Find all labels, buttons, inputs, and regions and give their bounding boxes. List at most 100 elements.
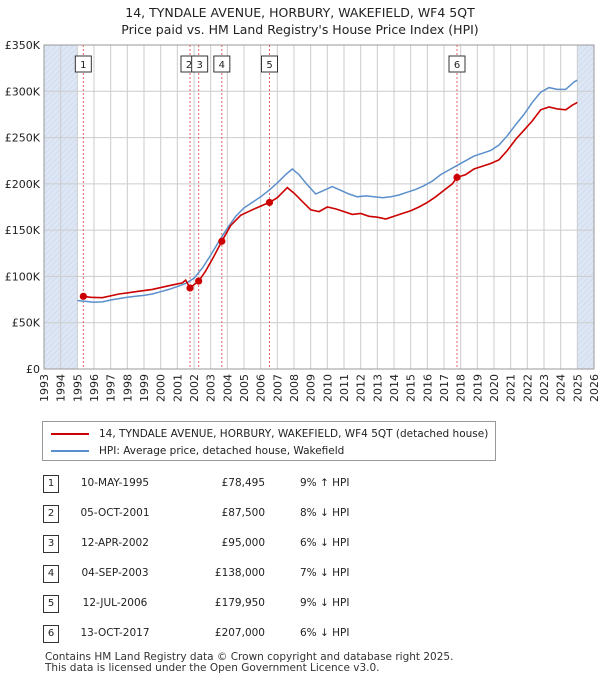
row-price: £179,950 — [214, 597, 265, 609]
transaction-lines — [82, 45, 458, 369]
row-number-badge: 3 — [43, 535, 59, 553]
x-tick-label: 1996 — [88, 374, 101, 402]
row-hpi-diff: 8% ↓ HPI — [300, 507, 350, 519]
row-date: 12-APR-2002 — [81, 537, 149, 549]
transaction-point-5 — [265, 198, 274, 207]
table-row: 2 05-OCT-2001 £87,500 8% ↓ HPI — [0, 505, 600, 525]
x-tick-label: 2018 — [455, 374, 468, 402]
x-tick-label: 2004 — [221, 374, 234, 402]
row-number-badge: 5 — [43, 595, 59, 613]
row-date: 04-SEP-2003 — [81, 567, 149, 579]
axis-labels: £0 £50K £100K £150K £200K £250K £300K £350K 1993… — [5, 39, 600, 402]
x-tick-label: 2016 — [421, 374, 434, 402]
transaction-label-3: 3 — [196, 60, 202, 71]
shade-after-data — [577, 45, 594, 369]
transaction-label-box-1 — [74, 55, 92, 73]
legend-swatch-property — [51, 433, 89, 435]
y-tick-label: £350K — [5, 39, 41, 52]
row-price: £207,000 — [214, 627, 265, 639]
x-tick-label: 2002 — [188, 374, 201, 402]
x-tick-label: 2024 — [555, 374, 568, 402]
y-tick-label: £200K — [5, 178, 41, 191]
x-tick-label: 2026 — [588, 374, 600, 402]
table-row: 4 04-SEP-2003 £138,000 7% ↓ HPI — [0, 565, 600, 585]
table-row: 3 12-APR-2002 £95,000 6% ↓ HPI — [0, 535, 600, 555]
x-tick-label: 2001 — [171, 374, 184, 402]
row-date: 12-JUL-2006 — [82, 597, 148, 609]
legend: 14, TYNDALE AVENUE, HORBURY, WAKEFIELD, … — [42, 421, 496, 461]
y-tick-label: £250K — [5, 132, 41, 145]
row-date: 05-OCT-2001 — [80, 507, 150, 519]
x-tick-label: 2006 — [255, 374, 268, 402]
footer-line-1: Contains HM Land Registry data © Crown c… — [45, 651, 454, 663]
title-line-2: Price paid vs. HM Land Registry's House … — [121, 22, 479, 37]
x-tick-label: 2025 — [571, 374, 584, 402]
transaction-label-box-3 — [191, 55, 209, 73]
x-tick-label: 1998 — [121, 374, 134, 402]
x-tick-label: 2020 — [488, 374, 501, 402]
transaction-label-box-5 — [261, 55, 278, 73]
x-tick-label: 2000 — [155, 374, 168, 402]
row-hpi-diff: 9% ↓ HPI — [300, 597, 350, 609]
x-tick-label: 2011 — [338, 374, 351, 402]
property-price-line — [83, 101, 578, 299]
transaction-label-5: 5 — [266, 60, 272, 71]
x-tick-label: 2015 — [405, 374, 418, 402]
x-tick-label: 1999 — [138, 374, 151, 402]
x-tick-label: 2019 — [471, 374, 484, 402]
transaction-label-4: 4 — [219, 60, 225, 71]
transaction-label-1: 1 — [80, 60, 86, 71]
transaction-label-box-4 — [213, 55, 231, 73]
legend-label-hpi: HPI: Average price, detached house, Wake… — [99, 445, 345, 457]
transaction-point-6 — [453, 173, 461, 181]
plot-frame — [43, 44, 595, 370]
row-price: £138,000 — [214, 567, 265, 579]
row-price: £78,495 — [221, 477, 265, 489]
x-tick-label: 2017 — [438, 374, 451, 402]
legend-label-property: 14, TYNDALE AVENUE, HORBURY, WAKEFIELD, … — [99, 428, 489, 440]
title-line-1: 14, TYNDALE AVENUE, HORBURY, WAKEFIELD, … — [125, 5, 475, 20]
x-tick-label: 2007 — [271, 374, 284, 402]
row-hpi-diff: 7% ↓ HPI — [300, 567, 350, 579]
y-tick-label: £50K — [12, 317, 41, 330]
x-tick-label: 2003 — [205, 374, 218, 402]
x-tick-label: 1993 — [38, 374, 51, 402]
x-tick-label: 2012 — [355, 374, 368, 402]
transaction-point-1 — [79, 292, 87, 300]
y-tick-label: £100K — [5, 270, 41, 283]
y-tick-label: £300K — [5, 85, 41, 98]
transaction-point-2 — [186, 284, 194, 292]
row-number-badge: 2 — [43, 505, 59, 523]
transaction-label-2: 2 — [186, 60, 192, 71]
y-tick-label: £0 — [26, 363, 40, 376]
transaction-label-box-6 — [448, 55, 466, 73]
footer: Contains HM Land Registry data © Crown c… — [45, 652, 453, 674]
x-tick-label: 2023 — [538, 374, 551, 402]
row-hpi-diff: 9% ↑ HPI — [300, 477, 350, 489]
x-tick-label: 2014 — [388, 374, 401, 402]
x-tick-label: 1997 — [105, 374, 118, 402]
row-date: 10-MAY-1995 — [80, 477, 150, 489]
x-tick-label: 2022 — [521, 374, 534, 402]
row-hpi-diff: 6% ↓ HPI — [300, 537, 350, 549]
row-date: 13-OCT-2017 — [80, 627, 150, 639]
row-price: £87,500 — [221, 507, 265, 519]
row-number-badge: 1 — [43, 475, 59, 493]
x-tick-label: 2005 — [238, 374, 251, 402]
transaction-point-4 — [218, 237, 226, 245]
chart-title: 14, TYNDALE AVENUE, HORBURY, WAKEFIELD, … — [0, 4, 600, 38]
table-row: 6 13-OCT-2017 £207,000 6% ↓ HPI — [0, 625, 600, 645]
legend-swatch-hpi — [51, 450, 89, 452]
x-tick-label: 1994 — [55, 374, 68, 402]
x-tick-label: 2008 — [288, 374, 301, 402]
hpi-line — [77, 79, 578, 304]
x-tick-label: 2013 — [371, 374, 384, 402]
transaction-point-3 — [195, 277, 203, 285]
x-tick-label: 2009 — [305, 374, 318, 402]
table-row: 5 12-JUL-2006 £179,950 9% ↓ HPI — [0, 595, 600, 615]
footer-line-2: This data is licensed under the Open Gov… — [45, 662, 380, 674]
x-tick-label: 2010 — [321, 374, 334, 402]
y-tick-label: £150K — [5, 224, 41, 237]
